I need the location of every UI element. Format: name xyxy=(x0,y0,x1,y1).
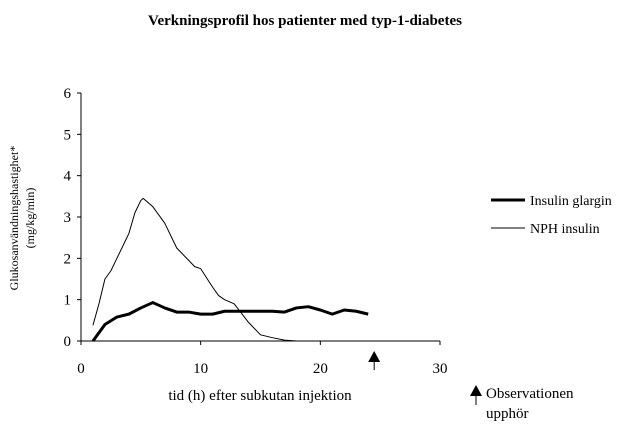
y-axis-label-unit: (mg/kg/min) xyxy=(23,188,37,249)
x-axis-label: tid (h) efter subkutan injektion xyxy=(168,388,352,404)
arrow-up-icon xyxy=(368,351,381,362)
y-axis-label-text: Glukosanvändningshastighet* xyxy=(7,146,21,291)
legend-label-glargin: Insulin glargin xyxy=(530,194,612,209)
y-tick-label: 2 xyxy=(64,251,72,267)
observation-end-note: Observationen upphör xyxy=(470,385,574,422)
note-line-1: Observationen xyxy=(486,386,574,402)
y-tick-label: 6 xyxy=(64,86,72,102)
series-line-glargin xyxy=(91,301,369,342)
x-tick-label: 20 xyxy=(313,361,328,377)
x-tick-label: 30 xyxy=(433,361,448,377)
chart-title: Verkningsprofil hos patienter med typ-1-… xyxy=(148,13,462,29)
y-tick-label: 4 xyxy=(64,169,72,185)
legend: Insulin glargin NPH insulin xyxy=(491,194,612,237)
arrow-up-icon xyxy=(470,385,482,396)
note-line-2: upphör xyxy=(486,406,529,422)
y-tick-label: 3 xyxy=(64,210,72,226)
x-tick-label: 10 xyxy=(193,361,208,377)
x-tick-label: 0 xyxy=(77,361,85,377)
y-tick-label: 5 xyxy=(64,127,72,143)
y-axis-label: Glukosanvändningshastighet* (mg/kg/min) xyxy=(7,146,37,291)
legend-label-nph: NPH insulin xyxy=(530,222,600,237)
y-tick-label: 0 xyxy=(64,334,72,350)
y-tick-label: 1 xyxy=(64,293,72,309)
series-line-nph xyxy=(92,197,309,342)
